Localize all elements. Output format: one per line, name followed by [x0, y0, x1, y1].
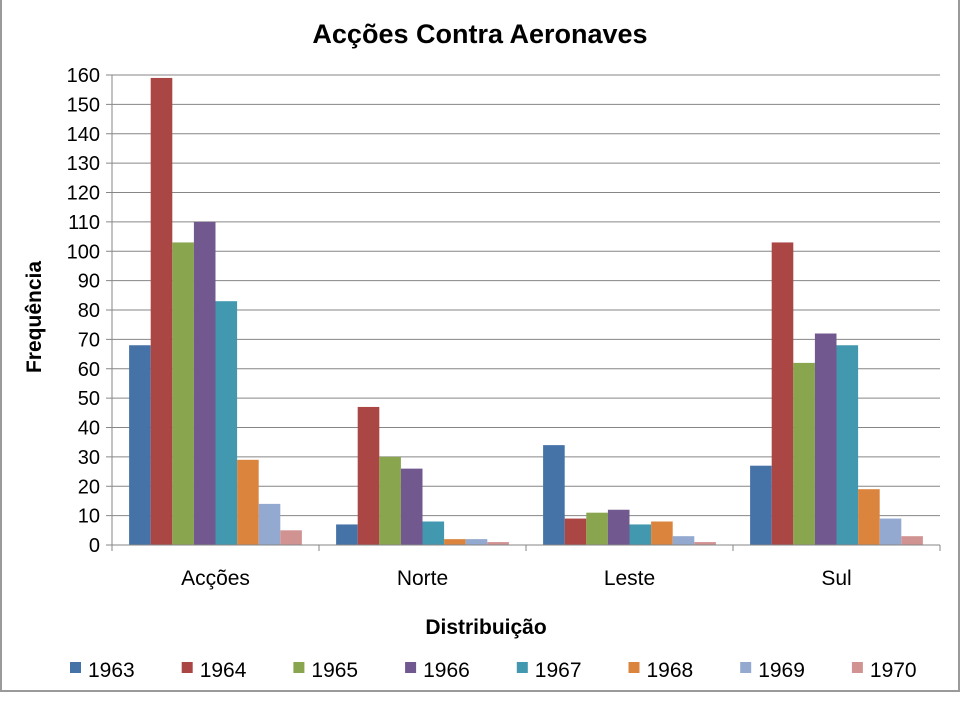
bar-1970-leste [694, 542, 716, 545]
bar-1964-norte [357, 406, 380, 545]
bar-1965-norte [379, 456, 401, 546]
y-tick-label: 110 [68, 212, 100, 234]
bar-1968-sul [858, 489, 880, 545]
y-tick-label: 30 [78, 447, 100, 469]
y-tick-label: 10 [78, 506, 100, 528]
bar-1965-sul [793, 362, 815, 546]
bar-1970-norte [487, 542, 509, 545]
bar-1968-acções [237, 459, 259, 545]
x-category-label: Leste [604, 567, 655, 590]
bar-1967-norte [422, 521, 445, 545]
bar-1963-sul [750, 465, 772, 545]
legend: 1963 1964 1965 1966 1967 1968 1969 1970 [70, 659, 917, 682]
y-tick-label: 40 [78, 418, 100, 440]
bar-1966-sul [814, 333, 837, 545]
legend-swatch [740, 662, 752, 673]
legend-swatch [516, 662, 528, 673]
y-tick-label: 70 [78, 329, 100, 351]
bar-1970-acções [280, 530, 302, 545]
y-tick-label: 20 [78, 476, 100, 498]
legend-label: 1964 [200, 659, 247, 682]
y-tick-label: 150 [67, 94, 100, 116]
bars [129, 77, 923, 546]
y-tick-label: 60 [78, 359, 100, 381]
bar-1966-norte [400, 468, 423, 546]
y-tick-label: 0 [89, 535, 100, 557]
x-category-label: Norte [397, 567, 448, 590]
bar-1970-sul [901, 536, 923, 545]
bar-1969-sul [879, 518, 902, 545]
y-tick-label: 90 [78, 271, 100, 293]
legend-label: 1968 [647, 659, 694, 682]
y-tick-label: 50 [78, 388, 100, 410]
x-category-label: Acções [181, 567, 250, 590]
bar-1969-norte [465, 539, 488, 546]
bar-1963-acções [129, 345, 151, 545]
bar-1965-acções [172, 242, 194, 545]
bar-1965-leste [586, 512, 608, 545]
legend-label: 1965 [311, 659, 358, 682]
x-axis-title: Distribuição [425, 616, 546, 639]
bar-1968-leste [651, 521, 673, 545]
y-tick-label: 80 [78, 300, 100, 322]
y-tick-label: 160 [67, 65, 100, 87]
bar-1964-sul [771, 242, 794, 545]
y-tick-label: 140 [67, 124, 100, 146]
bar-1967-acções [215, 301, 238, 545]
legend-label: 1967 [535, 659, 582, 682]
bar-1963-leste [543, 445, 565, 546]
bar-1966-acções [193, 221, 216, 546]
bar-1964-acções [150, 77, 173, 545]
legend-label: 1966 [423, 659, 470, 682]
y-axis-title: Frequência [23, 261, 46, 373]
legend-swatch [405, 662, 417, 673]
legend-swatch [70, 662, 81, 673]
bar-1963-norte [336, 524, 358, 545]
bar-1967-sul [836, 345, 859, 545]
legend-label: 1963 [88, 659, 135, 682]
x-category-label: Sul [821, 567, 851, 590]
bar-1968-norte [444, 539, 466, 546]
axes [111, 75, 941, 551]
y-tick-label: 100 [67, 241, 100, 263]
x-category-labels: Acções Norte Leste Sul [181, 567, 852, 590]
legend-swatch [181, 662, 193, 673]
bar-1964-leste [564, 518, 587, 545]
bar-1969-leste [672, 536, 695, 545]
bar-1969-acções [258, 503, 281, 546]
bar-1966-leste [607, 509, 630, 545]
y-tick-label: 120 [67, 183, 100, 205]
legend-swatch [628, 662, 640, 673]
chart-title: Acções Contra Aeronaves [312, 19, 647, 49]
legend-swatch [293, 662, 305, 673]
y-tick-labels: 0 10 20 30 40 50 60 70 80 90 100 110 120 130 140 150 160 [67, 65, 100, 557]
bar-1967-leste [629, 524, 652, 545]
y-tick-label: 130 [67, 153, 100, 175]
legend-label: 1970 [870, 659, 917, 682]
legend-label: 1969 [758, 659, 805, 682]
legend-swatch [851, 662, 863, 673]
